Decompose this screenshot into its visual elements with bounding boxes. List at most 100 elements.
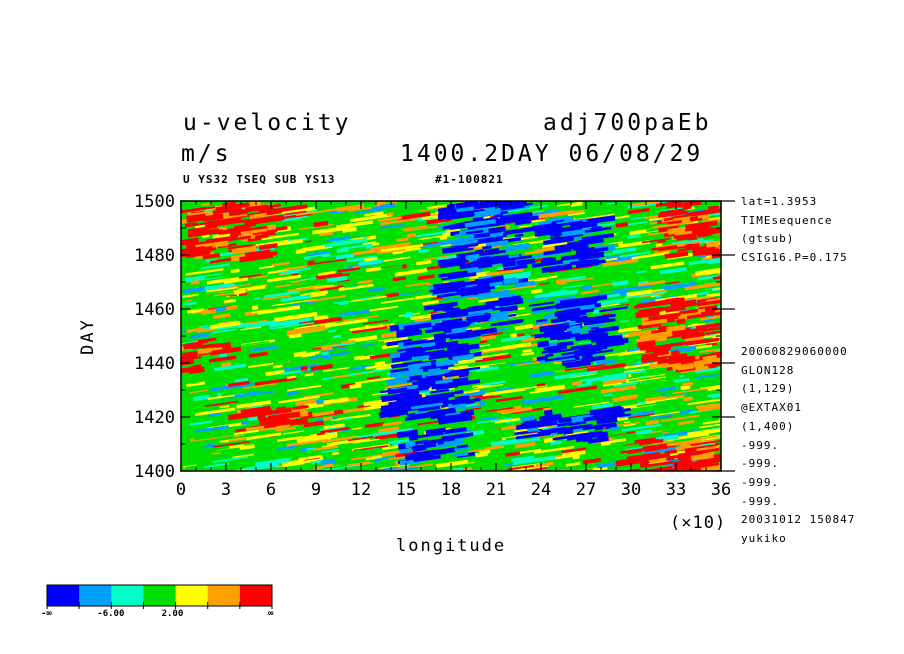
region-red-patch	[637, 339, 656, 348]
field-streak	[620, 320, 630, 323]
region-blue-patch	[499, 293, 516, 299]
field-streak	[225, 371, 234, 376]
side-info-middle-line: -999.	[741, 494, 780, 508]
region-blue-patch	[407, 413, 416, 418]
field-streak	[396, 237, 409, 242]
field-streak	[394, 225, 428, 232]
x-tick-label: 0	[176, 480, 186, 500]
region-blue-patch	[573, 349, 587, 355]
field-streak	[340, 417, 352, 421]
region-blue-patch	[583, 318, 616, 326]
region-red-patch	[698, 226, 721, 237]
side-info-top-line: (gtsub)	[741, 232, 795, 246]
field-streak	[702, 416, 721, 425]
field-streak	[655, 382, 666, 385]
field-streak	[312, 445, 338, 452]
field-streak	[189, 389, 208, 394]
region-red-patch	[620, 448, 644, 454]
field-streak	[307, 250, 330, 257]
field-streak	[522, 348, 533, 353]
field-streak	[352, 265, 360, 269]
region-blue-patch	[587, 436, 609, 444]
field-streak	[306, 304, 319, 308]
field-streak	[182, 407, 210, 414]
region-blue-patch	[395, 396, 430, 405]
region-blue-patch	[532, 222, 558, 231]
field-streak	[322, 366, 350, 372]
field-streak	[283, 461, 305, 468]
region-blue-patch	[433, 280, 466, 291]
region-blue-patch	[456, 444, 469, 449]
region-blue-patch	[594, 424, 604, 431]
region-blue-patch	[514, 280, 536, 288]
region-blue-patch	[579, 430, 604, 440]
field-streak	[576, 468, 594, 471]
region-blue-patch	[454, 446, 470, 452]
side-info-middle-line: -999.	[741, 457, 780, 471]
region-red-patch	[238, 235, 252, 240]
field-streak	[190, 279, 200, 285]
region-blue-patch	[485, 305, 518, 312]
region-blue-patch	[570, 220, 601, 227]
region-blue-patch	[410, 402, 444, 410]
field-streak	[194, 407, 236, 416]
region-blue-patch	[504, 242, 531, 252]
region-red-patch	[657, 357, 681, 365]
field-streak	[510, 333, 517, 338]
field-streak	[600, 438, 627, 446]
field-streak	[601, 451, 639, 462]
region-red-patch	[684, 227, 701, 232]
field-streak	[635, 270, 647, 274]
field-streak	[624, 291, 667, 299]
field-streak	[206, 276, 240, 285]
field-streak	[600, 303, 620, 308]
field-streak	[652, 386, 677, 393]
field-streak	[277, 444, 299, 452]
region-red-patch	[651, 244, 678, 251]
field-streak	[306, 335, 334, 342]
field-streak	[378, 426, 400, 433]
field-streak	[348, 335, 378, 344]
field-streak	[254, 437, 278, 445]
field-streak	[336, 279, 350, 283]
field-streak	[540, 441, 578, 451]
field-streak	[639, 416, 652, 422]
region-red-patch	[181, 237, 200, 247]
field-streak	[344, 230, 374, 237]
y-tick-label: 1460	[134, 300, 175, 320]
field-streak	[259, 313, 290, 322]
region-blue-patch	[557, 417, 571, 423]
field-streak	[703, 383, 721, 392]
region-blue-patch	[561, 227, 591, 237]
field-streak	[248, 351, 269, 358]
field-streak	[602, 377, 629, 386]
field-streak	[248, 362, 274, 368]
side-info-middle-line: yukiko	[741, 532, 787, 545]
field-streak	[186, 381, 206, 387]
field-streak	[251, 305, 259, 311]
field-streak	[392, 276, 407, 282]
field-streak	[686, 269, 695, 275]
field-streak	[377, 216, 403, 223]
field-streak	[556, 380, 569, 386]
region-blue-patch	[584, 226, 612, 233]
field-streak	[613, 401, 656, 411]
side-info-middle-line: -999.	[741, 475, 780, 489]
field-streak	[592, 309, 600, 315]
region-blue-patch	[575, 246, 598, 255]
field-streak	[531, 288, 543, 294]
field-streak	[406, 232, 417, 238]
side-info-middle-line: 20031012 150847	[741, 513, 856, 527]
field-streak	[212, 440, 250, 448]
region-blue-patch	[441, 245, 464, 254]
field-streak	[628, 374, 671, 382]
region-blue-patch	[397, 346, 424, 352]
field-streak	[613, 381, 638, 388]
field-streak	[281, 215, 309, 222]
field-streak	[543, 204, 572, 212]
field-streak	[388, 438, 409, 445]
side-info-top-line: TIMEsequence	[741, 213, 833, 227]
field-streak	[286, 438, 329, 447]
field-streak	[312, 262, 348, 271]
field-streak	[687, 427, 721, 437]
